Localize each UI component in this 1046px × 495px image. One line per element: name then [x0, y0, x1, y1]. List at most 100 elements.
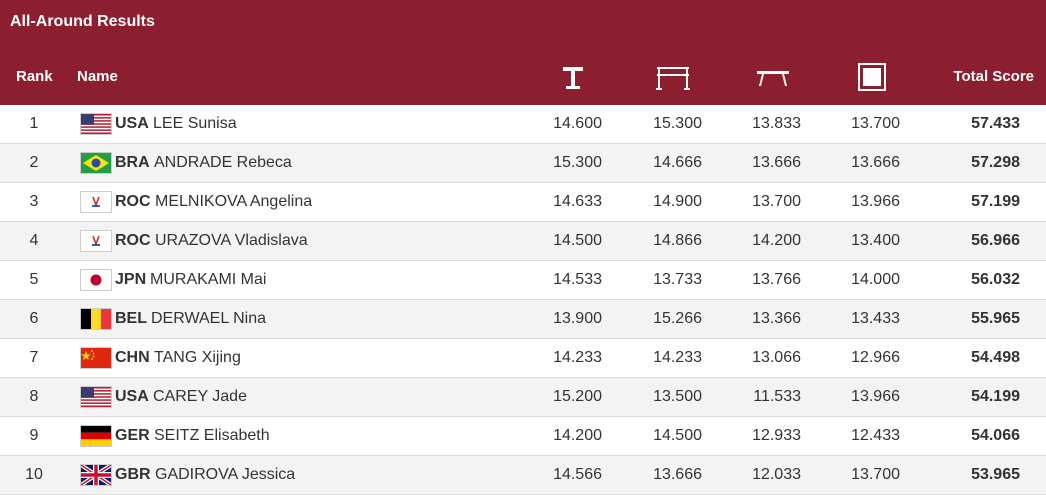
- beam-score: 14.200: [752, 232, 801, 249]
- roc-flag-icon: [81, 192, 111, 212]
- usa-flag-icon: [81, 387, 111, 407]
- total-score: 57.298: [971, 154, 1020, 171]
- floor-score: 12.966: [851, 349, 900, 366]
- vault-score: 14.633: [553, 193, 602, 210]
- vault-score: 14.600: [553, 115, 602, 132]
- total-score: 54.199: [971, 388, 1020, 405]
- usa-flag-icon: [81, 114, 111, 134]
- rank-value: 4: [29, 232, 39, 249]
- table-row[interactable]: 1 USA LEE Sunisa 14.600 15.300 13.833 13.700 57…: [0, 105, 1046, 144]
- total-score: 56.032: [971, 271, 1020, 288]
- total-score: 57.433: [971, 115, 1020, 132]
- floor-score: 13.966: [851, 193, 900, 210]
- beam-score: 13.700: [752, 193, 801, 210]
- bel-flag-icon: [81, 309, 111, 329]
- table-row[interactable]: 5 JPN MURAKAMI Mai 14.533 13.733 13.766 14.000…: [0, 261, 1046, 300]
- floor-score: 13.400: [851, 232, 900, 249]
- athlete-name[interactable]: DERWAEL Nina: [151, 310, 266, 327]
- vault-icon[interactable]: [555, 62, 591, 92]
- vault-score: 15.300: [553, 154, 602, 171]
- athlete-name[interactable]: URAZOVA Vladislava: [155, 232, 308, 249]
- rank-column-header[interactable]: Rank: [16, 68, 53, 85]
- vault-score: 15.200: [553, 388, 602, 405]
- beam-score: 12.933: [752, 427, 801, 444]
- floor-score: 13.666: [851, 154, 900, 171]
- total-score: 54.066: [971, 427, 1020, 444]
- beam-score: 13.366: [752, 310, 801, 327]
- total-score-column-header[interactable]: Total Score: [953, 68, 1034, 85]
- bars-score: 15.266: [653, 310, 702, 327]
- rank-value: 2: [29, 154, 39, 171]
- page-title: All-Around Results: [10, 13, 155, 30]
- beam-score: 13.666: [752, 154, 801, 171]
- country-code: BRA: [115, 154, 150, 171]
- bars-score: 14.666: [653, 154, 702, 171]
- beam-score: 13.766: [752, 271, 801, 288]
- vault-score: 13.900: [553, 310, 602, 327]
- results-table: 1 USA LEE Sunisa 14.600 15.300 13.833 13.700 57…: [0, 105, 1046, 495]
- table-row[interactable]: 10 GBR GADIROVA Jessica 14.566 13.666 12.033 1…: [0, 456, 1046, 495]
- floor-score: 13.966: [851, 388, 900, 405]
- bars-score: 14.500: [653, 427, 702, 444]
- table-row[interactable]: 8 USA CAREY Jade 15.200 13.500 11.533 13.966 54…: [0, 378, 1046, 417]
- bars-score: 14.866: [653, 232, 702, 249]
- country-code: GER: [115, 427, 150, 444]
- athlete-name[interactable]: ANDRADE Rebeca: [154, 154, 292, 171]
- athlete-name[interactable]: GADIROVA Jessica: [155, 466, 296, 483]
- total-score: 55.965: [971, 310, 1020, 327]
- beam-score: 13.066: [752, 349, 801, 366]
- athlete-name[interactable]: LEE Sunisa: [153, 115, 237, 132]
- beam-score: 13.833: [752, 115, 801, 132]
- vault-score: 14.233: [553, 349, 602, 366]
- table-row[interactable]: 3 ROC MELNIKOVA Angelina 14.633 14.900 13.700…: [0, 183, 1046, 222]
- athlete-name[interactable]: CAREY Jade: [153, 388, 247, 405]
- name-column-header[interactable]: Name: [77, 68, 118, 85]
- country-code: CHN: [115, 349, 150, 366]
- rank-value: 9: [29, 427, 39, 444]
- beam-score: 12.033: [752, 466, 801, 483]
- chn-flag-icon: [81, 348, 111, 368]
- bars-score: 13.500: [653, 388, 702, 405]
- country-code: ROC: [115, 232, 151, 249]
- rank-value: 5: [29, 271, 39, 288]
- floor-score: 13.700: [851, 466, 900, 483]
- athlete-name[interactable]: MELNIKOVA Angelina: [155, 193, 313, 210]
- jpn-flag-icon: [81, 270, 111, 290]
- vault-score: 14.533: [553, 271, 602, 288]
- country-code: GBR: [115, 466, 151, 483]
- uneven-bars-icon[interactable]: [655, 62, 691, 92]
- bars-score: 14.900: [653, 193, 702, 210]
- results-header: All-Around Results Rank Name: [0, 0, 1046, 105]
- roc-flag-icon: [81, 231, 111, 251]
- country-code: USA: [115, 115, 149, 132]
- total-score: 54.498: [971, 349, 1020, 366]
- athlete-name[interactable]: MURAKAMI Mai: [150, 271, 267, 288]
- table-row[interactable]: 4 ROC URAZOVA Vladislava 14.500 14.866 14.200…: [0, 222, 1046, 261]
- vault-score: 14.200: [553, 427, 602, 444]
- gbr-flag-icon: [81, 465, 111, 485]
- total-score: 56.966: [971, 232, 1020, 249]
- table-row[interactable]: 2 BRA ANDRADE Rebeca 15.300 14.666 13.666 13.6…: [0, 144, 1046, 183]
- floor-exercise-icon[interactable]: [854, 62, 890, 92]
- country-code: USA: [115, 388, 149, 405]
- table-row[interactable]: 9 GER SEITZ Elisabeth 14.200 14.500 12.933 12.…: [0, 417, 1046, 456]
- floor-score: 13.700: [851, 115, 900, 132]
- athlete-name[interactable]: TANG Xijing: [154, 349, 241, 366]
- bars-score: 13.733: [653, 271, 702, 288]
- rank-value: 1: [29, 115, 39, 132]
- rank-value: 3: [29, 193, 39, 210]
- rank-value: 6: [29, 310, 39, 327]
- floor-score: 13.433: [851, 310, 900, 327]
- bars-score: 14.233: [653, 349, 702, 366]
- table-row[interactable]: 6 BEL DERWAEL Nina 13.900 15.266 13.366 13.433…: [0, 300, 1046, 339]
- table-row[interactable]: 7 CHN TANG Xijing 14.233 14.233 13.066 12.966 5…: [0, 339, 1046, 378]
- floor-score: 12.433: [851, 427, 900, 444]
- athlete-name[interactable]: SEITZ Elisabeth: [154, 427, 270, 444]
- total-score: 53.965: [971, 466, 1020, 483]
- vault-score: 14.566: [553, 466, 602, 483]
- floor-score: 14.000: [851, 271, 900, 288]
- country-code: ROC: [115, 193, 151, 210]
- balance-beam-icon[interactable]: [755, 62, 791, 92]
- bars-score: 13.666: [653, 466, 702, 483]
